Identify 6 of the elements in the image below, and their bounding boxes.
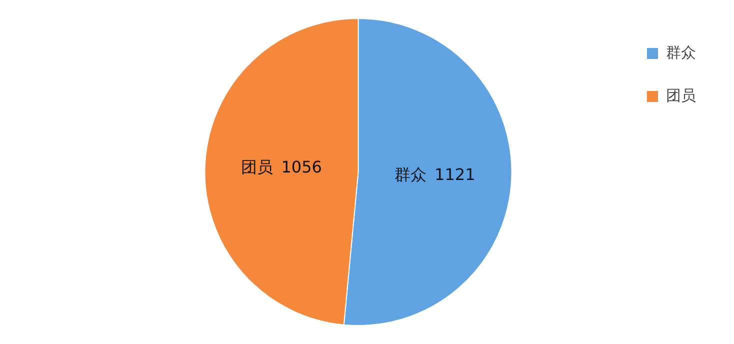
- legend-label: 群众: [666, 43, 696, 62]
- slice-label: 群众: [394, 164, 427, 184]
- data-label: 1056: [281, 158, 322, 177]
- data-label: 1121: [434, 164, 476, 184]
- legend-label: 团员: [666, 86, 696, 104]
- slice-label: 团员: [241, 158, 274, 177]
